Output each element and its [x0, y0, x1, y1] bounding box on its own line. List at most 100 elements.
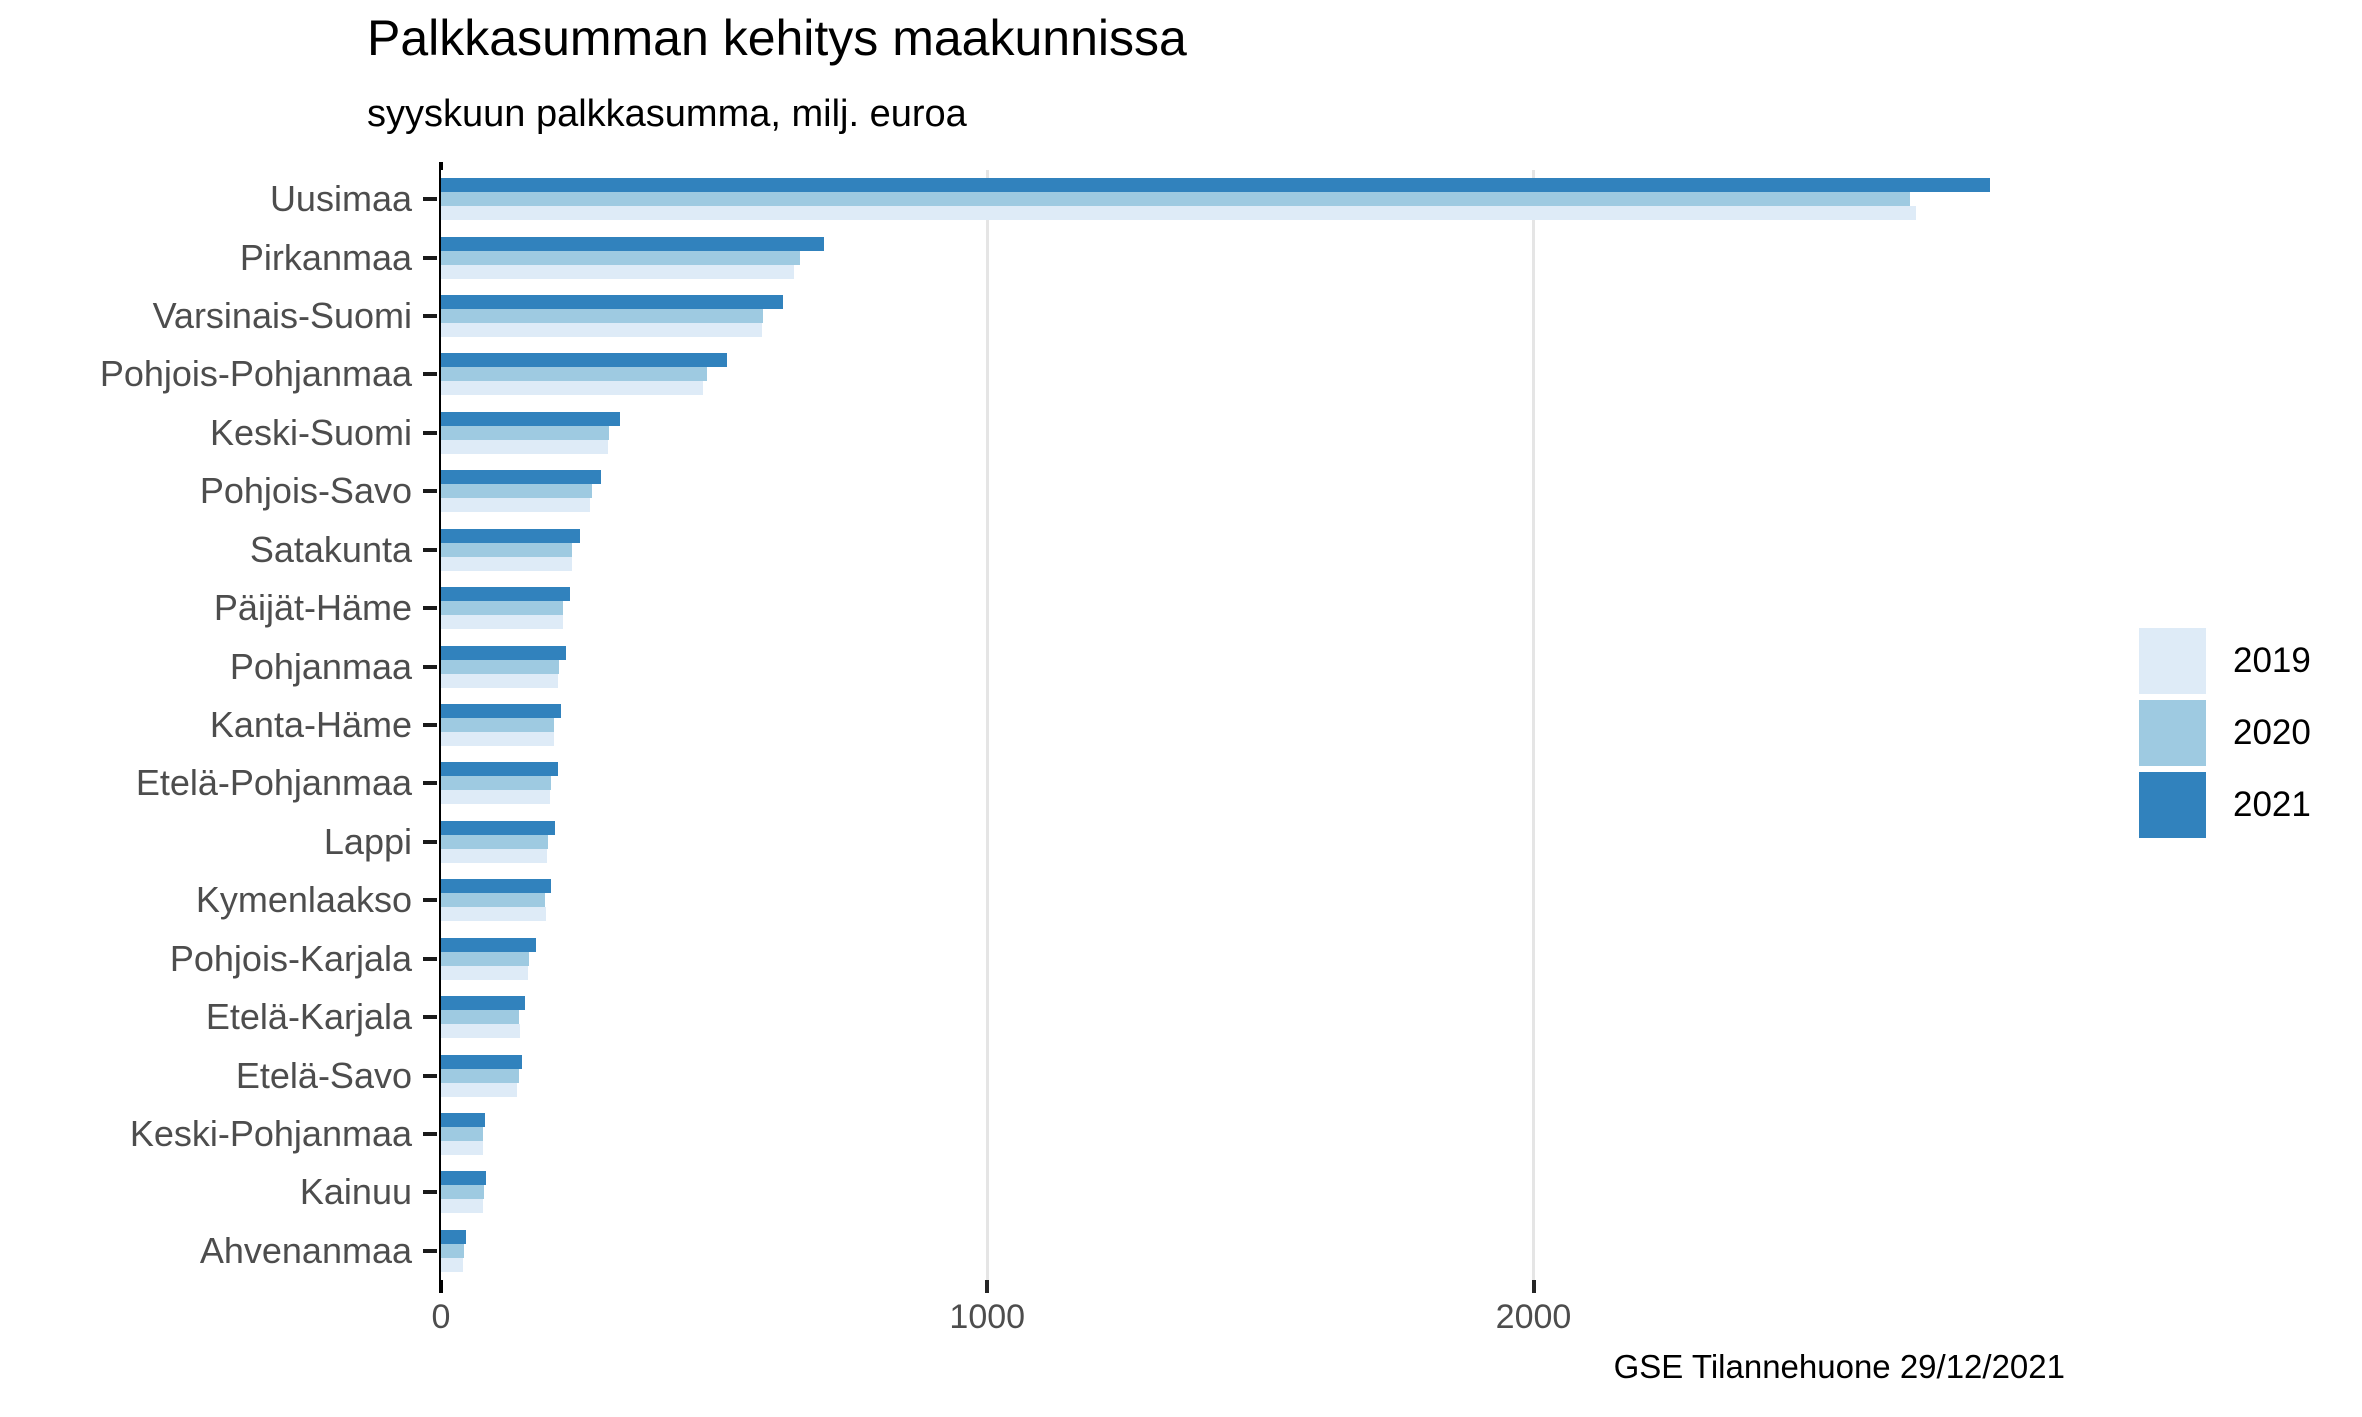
bar-group — [441, 879, 551, 922]
y-tick-mark — [423, 255, 437, 260]
y-tick-mark — [423, 1073, 437, 1078]
bar-2020 — [441, 893, 545, 908]
x-tick-label: 2000 — [1495, 1298, 1572, 1336]
legend-swatch-2021 — [2139, 772, 2206, 838]
bar-2019 — [441, 206, 1916, 221]
bar-2020 — [441, 1185, 484, 1200]
legend-item-2019: 2019 — [2139, 628, 2311, 694]
bar-2019 — [441, 498, 591, 513]
bar-2021 — [441, 937, 536, 952]
bar-group — [441, 1171, 486, 1214]
y-axis-label: Keski-Suomi — [209, 411, 412, 453]
chart-title: Palkkasumman kehitys maakunnissa — [367, 10, 1187, 66]
y-axis-label: Pohjois-Pohjanmaa — [99, 353, 412, 395]
x-tick-label: 1000 — [949, 1298, 1026, 1336]
bar-group — [441, 937, 536, 980]
bar-2021 — [441, 178, 1990, 193]
bar-2021 — [441, 236, 825, 251]
y-axis-label: Pohjanmaa — [229, 645, 412, 687]
bar-2020 — [441, 1243, 464, 1258]
bar-2021 — [441, 762, 559, 777]
legend-label: 2021 — [2233, 785, 2311, 824]
x-tick-mark — [1531, 1280, 1536, 1293]
bar-2019 — [441, 264, 794, 279]
gridline-1000 — [985, 170, 989, 1280]
y-tick-mark — [423, 839, 437, 844]
y-tick-mark — [423, 1131, 437, 1136]
bar-2019 — [441, 1082, 518, 1097]
bar-2021 — [441, 295, 783, 310]
y-tick-mark — [423, 723, 437, 727]
legend-label: 2019 — [2233, 641, 2311, 680]
bar-2021 — [441, 820, 555, 835]
bar-group — [441, 1054, 522, 1097]
y-axis-label: Keski-Pohjanmaa — [129, 1112, 412, 1154]
y-tick-mark — [423, 956, 437, 961]
bar-2021 — [441, 879, 551, 894]
bar-2021 — [441, 1229, 466, 1244]
x-tick-mark — [985, 1280, 990, 1293]
y-axis-labels: Uusimaa Pirkanmaa Varsinais-Suomi Pohjois-P… — [0, 170, 412, 1280]
y-axis-label: Kainuu — [299, 1171, 412, 1213]
legend-item-2020: 2020 — [2139, 700, 2311, 766]
bar-2021 — [441, 528, 581, 543]
chart-subtitle: syyskuun palkkasumma, milj. euroa — [367, 93, 967, 135]
bar-2019 — [441, 439, 609, 454]
bar-2020 — [441, 951, 530, 966]
x-tick-mark — [439, 1280, 443, 1293]
bar-group — [441, 528, 581, 571]
bar-group — [441, 295, 783, 338]
y-tick-mark — [423, 1015, 437, 1020]
y-tick-mark — [423, 664, 437, 669]
bar-2020 — [441, 367, 708, 382]
bar-2019 — [441, 848, 547, 863]
y-axis-label: Lappi — [323, 820, 412, 862]
bar-2019 — [441, 965, 529, 980]
y-tick-mark — [423, 372, 437, 377]
y-axis-label: Pirkanmaa — [239, 236, 412, 278]
bar-group — [441, 996, 525, 1039]
bar-2020 — [441, 1068, 520, 1083]
bar-2021 — [441, 411, 621, 426]
y-axis-label: Uusimaa — [269, 178, 412, 220]
bar-2019 — [441, 907, 547, 922]
bar-2019 — [441, 615, 563, 630]
legend: 2019 2020 2021 — [2139, 628, 2311, 844]
y-tick-mark — [423, 898, 437, 903]
bar-group — [441, 353, 728, 396]
bar-2020 — [441, 659, 559, 674]
x-tick-label: 0 — [431, 1298, 451, 1336]
gridline-2000 — [1532, 170, 1535, 1280]
y-tick-mark — [423, 430, 437, 435]
legend-label: 2020 — [2233, 713, 2311, 752]
bar-2019 — [441, 1199, 483, 1214]
bar-2020 — [441, 484, 593, 499]
bar-2019 — [441, 323, 762, 338]
y-axis-label: Etelä-Karjala — [205, 996, 412, 1038]
bar-2020 — [441, 1126, 483, 1141]
legend-item-2021: 2021 — [2139, 772, 2311, 838]
y-axis-label: Pohjois-Savo — [199, 470, 412, 512]
y-axis-label: Pohjois-Karjala — [169, 937, 412, 979]
y-tick-mark — [423, 197, 437, 202]
y-axis-label: Satakunta — [249, 528, 412, 570]
bar-2020 — [441, 601, 564, 616]
y-tick-mark — [423, 1190, 437, 1195]
bar-group — [441, 762, 559, 805]
bar-2020 — [441, 1010, 519, 1025]
y-tick-mark — [423, 489, 437, 494]
bar-2019 — [441, 790, 551, 805]
legend-swatch-2019 — [2139, 628, 2206, 694]
y-axis-label: Ahvenanmaa — [199, 1229, 412, 1271]
bar-2020 — [441, 776, 552, 791]
y-axis-label: Kanta-Häme — [209, 704, 412, 745]
y-axis-label: Kymenlaakso — [195, 879, 412, 921]
bar-2019 — [441, 381, 704, 396]
y-axis-label: Etelä-Pohjanmaa — [135, 762, 412, 804]
bar-group — [441, 470, 602, 513]
bar-2019 — [441, 556, 572, 571]
bar-2019 — [441, 732, 555, 746]
bar-2020 — [441, 425, 609, 440]
bar-group — [441, 178, 1990, 221]
